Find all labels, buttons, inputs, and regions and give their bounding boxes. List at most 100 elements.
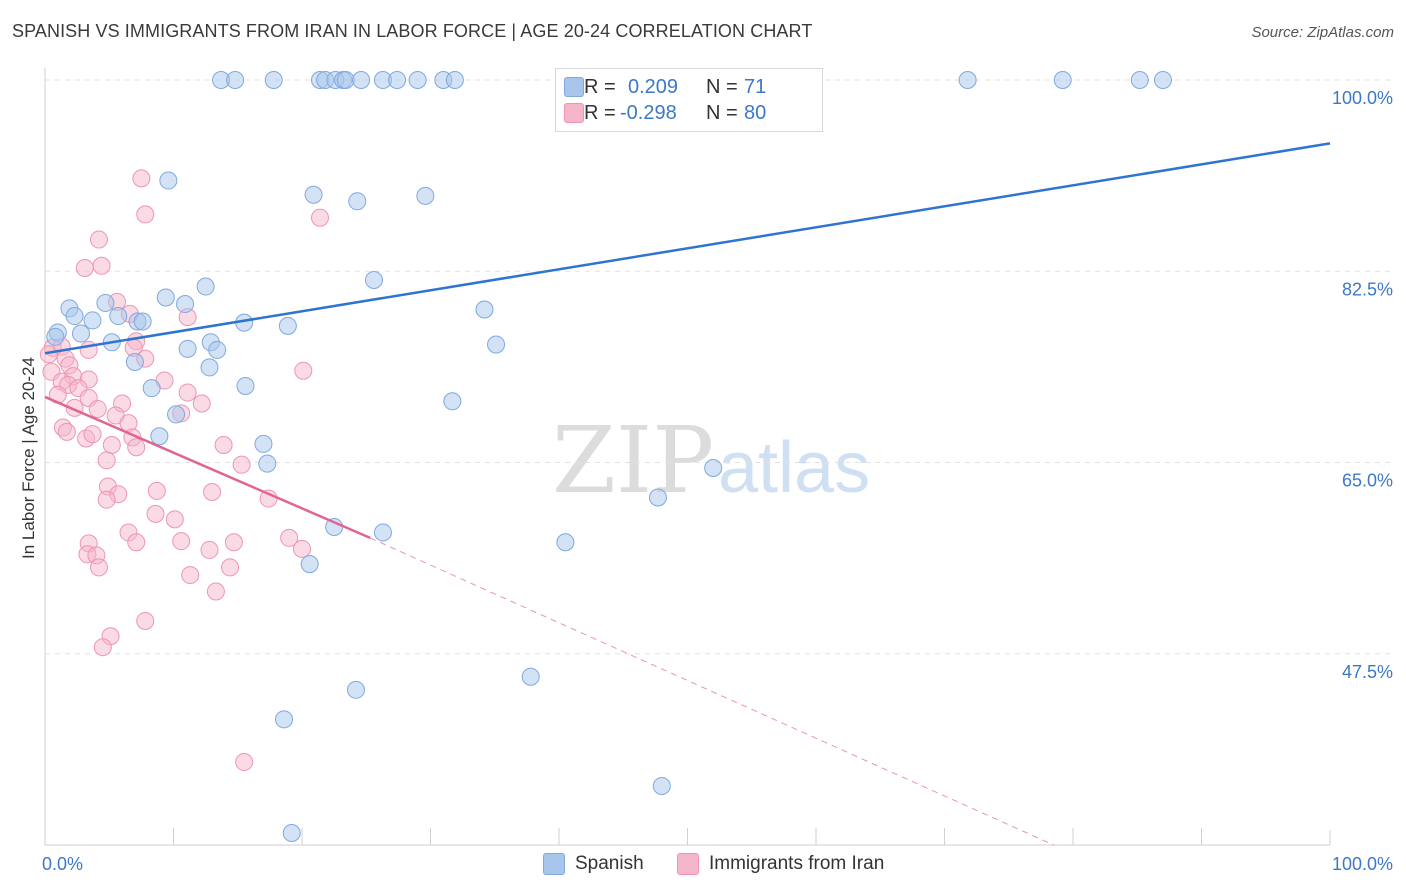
series-spanish-points xyxy=(46,71,1172,842)
spanish-point xyxy=(348,192,367,211)
iran-point xyxy=(172,532,191,551)
spanish-point xyxy=(958,71,977,89)
spanish-point xyxy=(264,71,283,89)
iran-point xyxy=(57,422,76,441)
trend-lines xyxy=(44,142,1331,846)
bottom-legend-spanish[interactable]: Spanish xyxy=(543,852,644,876)
spanish-point xyxy=(364,270,383,289)
iran-point xyxy=(75,258,94,277)
legend-row-spanish: R = 0.209 N = 71 xyxy=(564,75,767,99)
spanish-point xyxy=(352,71,371,89)
legend-r-label: R = xyxy=(584,75,616,98)
spanish-point xyxy=(443,392,462,411)
watermark-zip: ZIP xyxy=(552,407,714,514)
legend-row-iran: R = -0.298 N = 80 xyxy=(564,101,766,125)
source-label: Source: ZipAtlas.com xyxy=(1251,24,1394,41)
iran-point xyxy=(92,256,111,275)
iran-point xyxy=(127,438,146,457)
watermark: ZIP atlas xyxy=(552,407,870,514)
spanish-point xyxy=(150,427,169,446)
spanish-point xyxy=(704,458,723,477)
iran-point xyxy=(310,208,329,227)
legend-r-value-iran: -0.298 xyxy=(620,101,677,124)
spanish-point xyxy=(278,316,297,335)
iran-point xyxy=(89,558,108,577)
series-iran-points xyxy=(39,169,329,771)
iran-point xyxy=(88,399,107,418)
spanish-point xyxy=(282,823,301,842)
iran-point xyxy=(102,436,121,455)
spanish-point xyxy=(556,533,575,552)
spanish-point xyxy=(487,335,506,354)
iran-point xyxy=(192,394,211,413)
bottom-legend-swatch-spanish xyxy=(543,853,565,875)
spanish-point xyxy=(125,352,144,371)
spanish-point xyxy=(475,300,494,319)
spanish-point xyxy=(65,307,84,326)
iran-point xyxy=(146,504,165,523)
legend-n-label: N = xyxy=(706,101,738,124)
iran-point xyxy=(224,533,243,552)
spanish-point xyxy=(416,186,435,205)
spanish-point xyxy=(96,293,115,312)
spanish-point xyxy=(1130,71,1149,89)
bottom-legend-label-spanish: Spanish xyxy=(575,853,644,874)
legend-n-label: N = xyxy=(706,75,738,98)
spanish-point xyxy=(142,379,161,398)
bottom-legend-iran[interactable]: Immigrants from Iran xyxy=(677,852,884,876)
spanish-point xyxy=(133,312,152,331)
spanish-point xyxy=(208,340,227,359)
iran-point xyxy=(97,451,116,470)
tick-labels: 47.5% 65.0% 82.5% 100.0% 0.0% 100.0% xyxy=(42,88,1393,874)
spanish-point xyxy=(388,71,407,89)
spanish-point xyxy=(46,327,65,346)
spanish-point xyxy=(236,377,255,395)
spanish-point xyxy=(275,710,294,729)
spanish-point xyxy=(300,555,319,574)
spanish-point xyxy=(304,185,323,204)
legend-swatch-iran xyxy=(564,103,584,123)
iran-point xyxy=(203,483,222,502)
spanish-point xyxy=(71,324,90,343)
iran-point xyxy=(39,345,58,364)
iran-point xyxy=(235,752,254,771)
legend-r-label: R = xyxy=(584,101,616,124)
iran-point xyxy=(232,455,251,474)
y-tick-label: 82.5% xyxy=(1342,279,1393,299)
spanish-point xyxy=(258,454,277,473)
spanish-point xyxy=(83,311,102,330)
spanish-point xyxy=(196,277,215,296)
x-tick-label-min: 0.0% xyxy=(42,854,83,874)
bottom-legend-label-iran: Immigrants from Iran xyxy=(709,853,885,874)
x-tick-label-max: 100.0% xyxy=(1332,854,1393,874)
spanish-point xyxy=(254,434,273,453)
watermark-atlas: atlas xyxy=(718,428,870,508)
iran-trend-extension xyxy=(369,537,1054,846)
iran-point xyxy=(93,638,112,657)
iran-point xyxy=(147,481,166,500)
stats-legend: R = 0.209 N = 71 R = -0.298 N = 80 xyxy=(555,68,823,132)
iran-point xyxy=(200,540,219,559)
spanish-point xyxy=(521,667,540,686)
iran-point xyxy=(214,436,233,455)
spanish-point xyxy=(408,71,427,89)
iran-point xyxy=(165,510,184,529)
y-tick-label: 47.5% xyxy=(1342,662,1393,682)
spanish-point xyxy=(1153,71,1172,89)
spanish-point xyxy=(373,523,392,542)
legend-swatch-spanish xyxy=(564,77,584,97)
iran-point xyxy=(136,611,155,630)
spanish-point xyxy=(648,488,667,507)
spanish-point xyxy=(336,71,355,89)
iran-point xyxy=(178,383,197,402)
spanish-point xyxy=(200,358,219,377)
y-tick-label: 100.0% xyxy=(1332,88,1393,108)
spanish-point xyxy=(176,295,195,314)
spanish-trend-line xyxy=(44,142,1331,355)
spanish-point xyxy=(159,171,178,190)
iran-point xyxy=(294,361,313,380)
iran-point xyxy=(132,169,151,188)
spanish-point xyxy=(1053,71,1072,89)
bottom-legend-swatch-iran xyxy=(677,853,699,875)
legend-n-value-spanish: 71 xyxy=(744,75,767,98)
